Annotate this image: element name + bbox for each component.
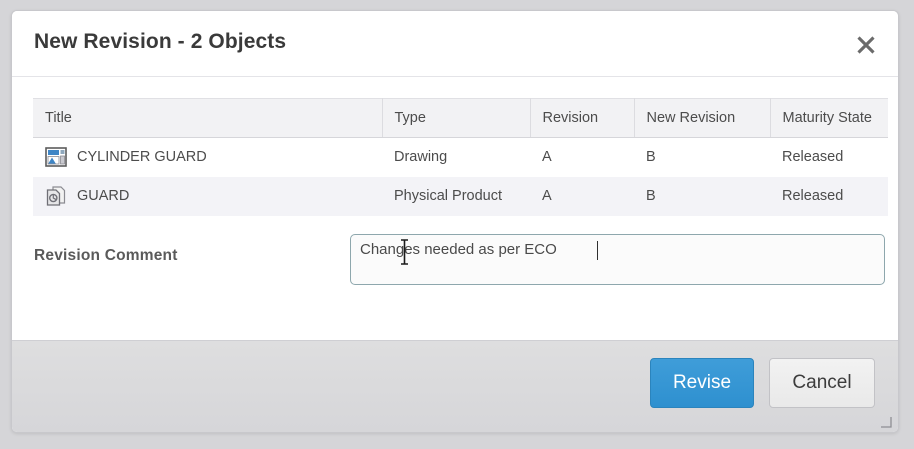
column-header-revision[interactable]: Revision (530, 98, 635, 138)
cell-new-revision: B (646, 188, 656, 204)
table-row[interactable]: CYLINDER GUARD Drawing A B Released (33, 137, 888, 177)
cell-revision: A (542, 149, 552, 166)
resize-grip-icon[interactable] (880, 415, 892, 428)
cell-maturity-state: Released (782, 188, 844, 204)
revision-comment-input[interactable] (350, 234, 885, 285)
cell-type: Drawing (394, 149, 448, 166)
row-title-text: GUARD (77, 188, 130, 204)
cell-title: CYLINDER GUARD (33, 138, 382, 177)
cell-new-revision: B (646, 149, 656, 166)
dialog-footer: Revise Cancel (12, 340, 898, 432)
cancel-button[interactable]: Cancel (769, 358, 875, 408)
column-header-type[interactable]: Type (382, 98, 531, 138)
dialog-titlebar: New Revision - 2 Objects (12, 11, 898, 77)
row-title-text: CYLINDER GUARD (77, 149, 207, 166)
text-caret (597, 241, 598, 260)
revise-button[interactable]: Revise (650, 358, 754, 408)
column-header-maturity-state[interactable]: Maturity State (770, 98, 888, 138)
table-header-row: Title Type Revision New Revision Maturit… (33, 98, 888, 138)
cell-type: Physical Product (394, 188, 502, 204)
column-header-title[interactable]: Title (33, 98, 383, 138)
revision-comment-row: Revision Comment (12, 217, 898, 317)
cell-revision: A (542, 188, 552, 204)
close-icon[interactable] (851, 30, 881, 60)
new-revision-dialog: New Revision - 2 Objects Title Type Revi… (11, 10, 899, 433)
column-header-new-revision[interactable]: New Revision (634, 98, 771, 138)
table-row[interactable]: GUARD Physical Product A B Released (33, 176, 888, 216)
page-title: New Revision - 2 Objects (34, 30, 287, 53)
drawing-icon (45, 146, 67, 168)
dialog-body: Title Type Revision New Revision Maturit… (12, 77, 898, 340)
objects-table: Title Type Revision New Revision Maturit… (33, 98, 888, 216)
revision-comment-label: Revision Comment (34, 247, 178, 264)
cell-maturity-state: Released (782, 149, 844, 166)
physical-product-icon (45, 185, 67, 207)
cell-title: GUARD (33, 177, 382, 216)
